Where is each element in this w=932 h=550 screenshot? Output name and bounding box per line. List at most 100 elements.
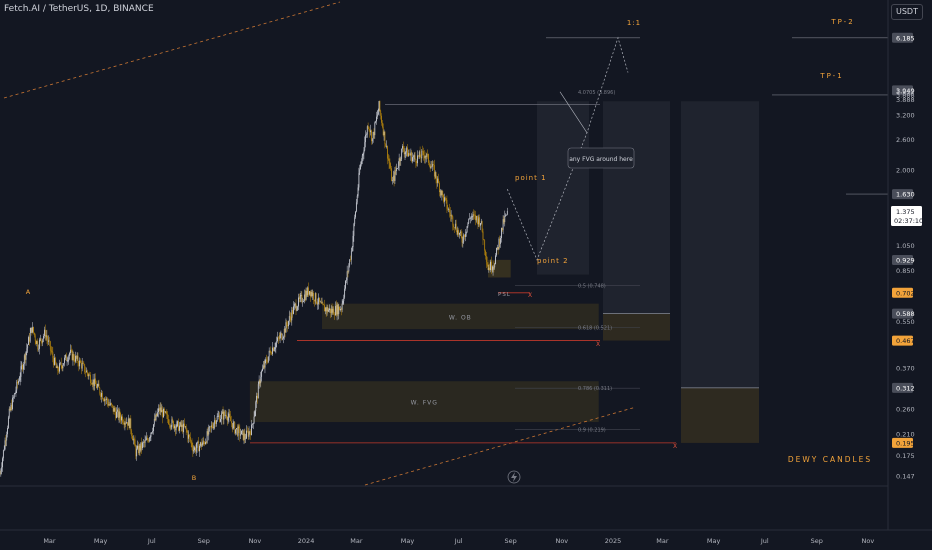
candle-body [127, 422, 128, 426]
candle [98, 379, 100, 388]
candle-body [111, 403, 112, 405]
candle-body [479, 217, 481, 226]
candle [316, 301, 318, 306]
candle-body [70, 349, 72, 351]
candle [488, 264, 490, 273]
candle-body [144, 439, 146, 443]
candle-body [54, 357, 56, 364]
candle [83, 361, 85, 366]
candle [340, 307, 342, 316]
candle [92, 373, 94, 390]
candle [506, 207, 508, 216]
candle-body [454, 227, 455, 229]
price-badge-label: 0.929 [896, 256, 915, 264]
candle [437, 176, 439, 187]
candle-body [50, 349, 52, 352]
candle [204, 441, 206, 447]
candle [443, 194, 444, 204]
candle [107, 398, 109, 408]
price-badge [892, 287, 913, 298]
candle [96, 383, 98, 390]
price-badge-label: 0.588 [896, 310, 915, 318]
candle-body [200, 442, 201, 446]
candle-body [179, 422, 181, 426]
candle-body [336, 304, 338, 315]
candle-body [106, 398, 108, 402]
candle [115, 407, 117, 421]
candle-body [496, 247, 498, 248]
candle [303, 289, 305, 304]
x-mark: X [673, 443, 677, 450]
candle-body [396, 168, 398, 171]
candle-body [470, 216, 472, 219]
x-tick-label: Nov [249, 537, 262, 545]
candle-body [48, 340, 50, 342]
candle-body [501, 227, 502, 239]
candle [82, 360, 84, 364]
candle [285, 318, 287, 333]
candle [2, 449, 4, 462]
candle [485, 252, 487, 269]
candle-body [21, 365, 23, 367]
candle [332, 306, 334, 315]
candle-body [338, 306, 340, 315]
candle [272, 342, 273, 356]
candle-body [489, 267, 491, 271]
candle-body [414, 155, 416, 160]
candle-body [204, 442, 206, 445]
candle-body [363, 150, 365, 154]
price-badge-label: 3.888 [896, 91, 915, 99]
candle [192, 442, 194, 457]
candle [425, 151, 427, 160]
candle [288, 310, 290, 325]
candle-body [441, 190, 443, 196]
candle [42, 338, 44, 347]
candle [126, 417, 128, 424]
candle [257, 393, 258, 404]
candle-body [174, 425, 176, 431]
candle-body [88, 374, 90, 377]
candle [127, 422, 128, 431]
candle-body [132, 439, 134, 441]
candle [209, 425, 211, 432]
candle-body [485, 250, 486, 256]
candle-body [9, 408, 11, 411]
candle [300, 290, 302, 303]
candle-body [377, 110, 379, 115]
candle-body [122, 422, 124, 424]
candle [491, 265, 493, 273]
x-tick-label: Jul [147, 537, 156, 545]
point1-label: point 1 [515, 174, 547, 182]
wave-label-a: A [26, 288, 31, 296]
candle [357, 184, 359, 198]
candle [205, 438, 206, 445]
candle-body [319, 301, 321, 303]
candle-body [379, 101, 381, 111]
candle-body [361, 161, 362, 165]
candle-body [461, 236, 463, 243]
candle [361, 153, 363, 165]
currency-selector[interactable]: USDT [891, 4, 923, 20]
candle-body [84, 364, 86, 373]
candle-body [501, 227, 503, 231]
candle-body [239, 427, 241, 436]
candle [95, 373, 96, 385]
candle [223, 409, 225, 425]
candle-body [337, 304, 339, 315]
candle [150, 432, 152, 442]
candle [267, 356, 269, 364]
candle [447, 204, 449, 211]
candle [356, 194, 358, 205]
candle-body [458, 230, 460, 235]
candle-body [114, 408, 116, 412]
candle-body [196, 442, 198, 448]
candle-body [267, 361, 268, 363]
candle-body [28, 337, 30, 342]
candle-body [62, 365, 64, 369]
candle-body [391, 168, 392, 181]
candle [194, 445, 195, 453]
candle [114, 405, 116, 415]
candle-body [402, 146, 404, 151]
candle-body [505, 214, 507, 216]
